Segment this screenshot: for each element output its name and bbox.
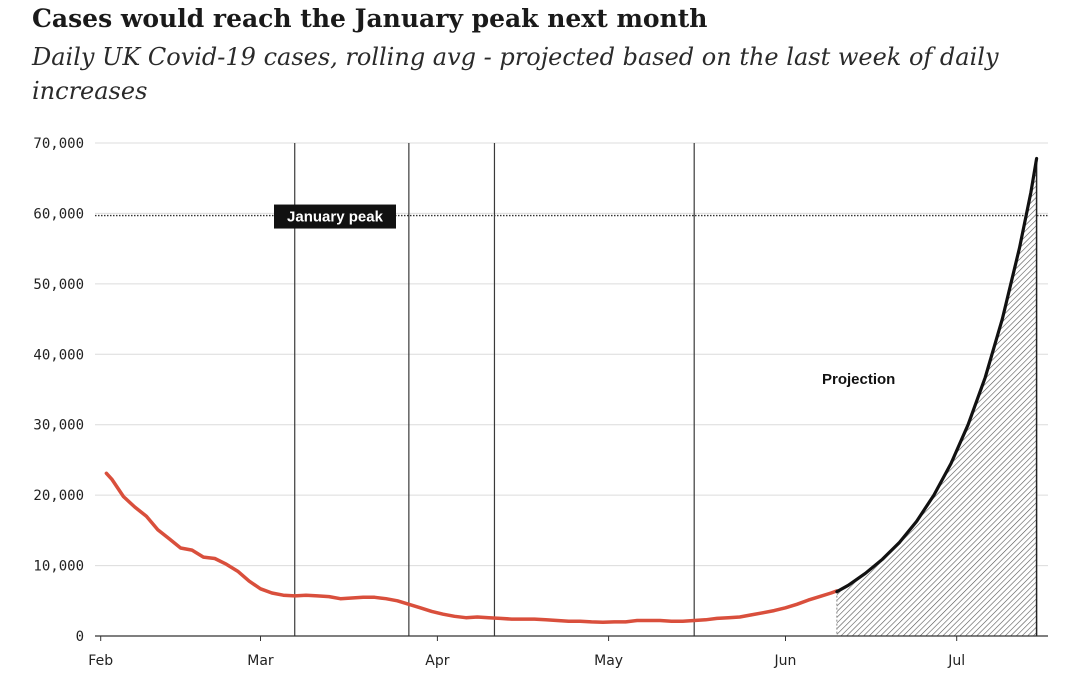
label-layer: January peak Projection (274, 204, 895, 388)
y-tick-label: 20,000 (33, 488, 84, 504)
x-tick-label: Jul (947, 653, 965, 669)
series-layer (104, 156, 1039, 625)
january-peak-label: January peak (287, 209, 384, 226)
projection-line (835, 156, 1039, 594)
chart-subtitle: Daily UK Covid-19 cases, rolling avg - p… (32, 43, 999, 105)
grid-layer (95, 142, 1048, 567)
x-tick-label: Apr (425, 653, 449, 669)
y-tick-label: 60,000 (33, 206, 84, 222)
actual-cases-line (104, 471, 839, 625)
y-tick-label: 40,000 (33, 347, 84, 363)
x-tick-label: Jun (774, 653, 797, 669)
x-tick-label: Mar (247, 653, 274, 669)
x-tick-label: Feb (88, 653, 113, 669)
axis-layer: 0 10,000 20,000 30,000 40,000 50,000 60,000 70,… (33, 136, 1048, 669)
january-peak-label-box (274, 204, 396, 229)
projection-label: Projection (822, 371, 895, 388)
y-tick-label: 70,000 (33, 136, 84, 152)
y-tick-label: 50,000 (33, 277, 84, 293)
x-tick-label: May (594, 653, 623, 669)
y-tick-label: 10,000 (33, 559, 84, 575)
projection-area-layer (836, 158, 1038, 636)
chart-title: Cases would reach the January peak next … (32, 4, 708, 33)
y-tick-label: 30,000 (33, 418, 84, 434)
y-tick-label: 0 (76, 629, 84, 645)
projection-hatched-area (836, 158, 1037, 636)
